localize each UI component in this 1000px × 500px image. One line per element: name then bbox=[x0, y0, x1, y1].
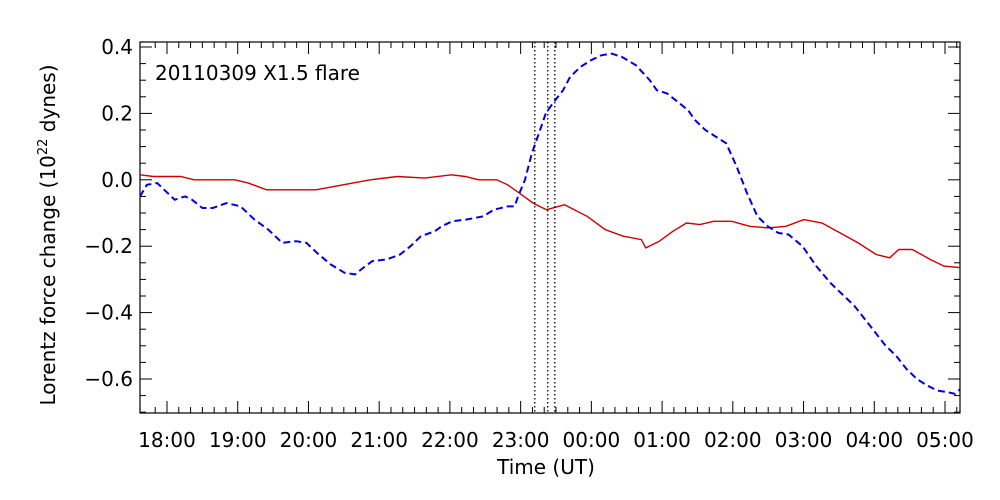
y-axis-title-suffix: dynes) bbox=[36, 64, 60, 138]
x-tick-label: 21:00 bbox=[350, 428, 408, 452]
y-tick-label: −0.6 bbox=[84, 367, 133, 391]
x-tick-label: 03:00 bbox=[775, 428, 833, 452]
x-tick-label: 00:00 bbox=[563, 428, 621, 452]
x-axis: 18:00 19:00 20:00 21:00 22:00 23:00 00:00 01:00… bbox=[138, 42, 974, 452]
x-tick-label: 18:00 bbox=[138, 428, 196, 452]
x-tick-label: 02:00 bbox=[704, 428, 762, 452]
x-tick-label: 04:00 bbox=[845, 428, 903, 452]
flare-time-markers bbox=[534, 42, 556, 413]
y-tick-label: 0.0 bbox=[101, 168, 133, 192]
x-tick-label: 05:00 bbox=[916, 428, 974, 452]
y-axis-title: Lorentz force change (1022 dynes) bbox=[36, 64, 60, 405]
y-tick-label: 0.2 bbox=[101, 101, 133, 125]
x-tick-label: 01:00 bbox=[633, 428, 691, 452]
x-axis-title: Time (UT) bbox=[496, 455, 595, 479]
y-axis-title-exponent: 22 bbox=[36, 139, 51, 156]
flare-annotation: 20110309 X1.5 flare bbox=[155, 61, 360, 85]
x-tick-label: 19:00 bbox=[209, 428, 267, 452]
y-tick-label: −0.2 bbox=[84, 234, 133, 258]
x-tick-label: 20:00 bbox=[280, 428, 338, 452]
series-line-solid-red bbox=[140, 174, 960, 269]
series-layer bbox=[140, 52, 960, 395]
series-line-dashed-blue bbox=[140, 52, 960, 395]
y-tick-label: 0.4 bbox=[101, 35, 133, 59]
y-tick-label: −0.4 bbox=[84, 301, 133, 325]
x-tick-label: 23:00 bbox=[492, 428, 550, 452]
x-tick-label: 22:00 bbox=[421, 428, 479, 452]
plot-area bbox=[139, 41, 961, 414]
y-axis: −0.6 −0.4 −0.2 0.0 0.2 0.4 bbox=[84, 35, 960, 413]
plot-frame bbox=[139, 41, 961, 414]
y-axis-title-prefix: Lorentz force change (10 bbox=[36, 155, 60, 405]
